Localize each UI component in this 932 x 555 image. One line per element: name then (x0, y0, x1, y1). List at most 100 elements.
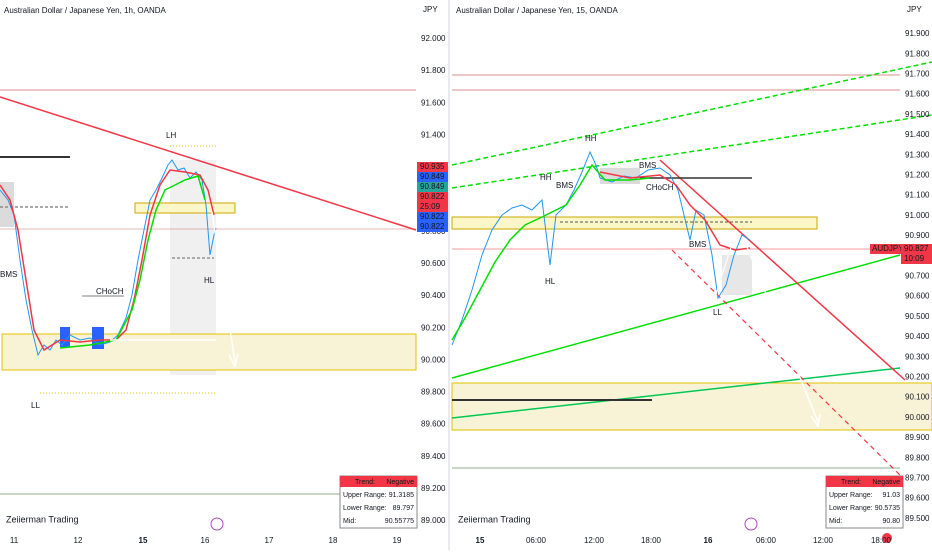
price-tag (417, 212, 448, 222)
price-tag (417, 192, 448, 212)
table-cell: 89.797 (393, 505, 415, 512)
price-label: 89.000 (421, 516, 446, 525)
countdown: 10:09 (904, 254, 925, 263)
time-label: 19 (393, 536, 402, 545)
annotation: BMS (689, 240, 706, 249)
annotation: BMS (0, 270, 17, 279)
time-label: 12 (74, 536, 83, 545)
price-label: 90.400 (905, 332, 930, 341)
time-label: 06:00 (526, 536, 547, 545)
price-label: 89.400 (421, 452, 446, 461)
chart-title: Australian Dollar / Japanese Yen, 15, OA… (456, 6, 619, 15)
table-header-cell: Negative (386, 479, 414, 486)
price-label: 91.900 (905, 29, 930, 38)
price-label: 89.500 (905, 514, 930, 523)
symbol-tag (870, 244, 901, 254)
price-label: 91.200 (905, 171, 930, 180)
price-tag-text: 90.822 (420, 222, 445, 231)
price-tag-text: 90.935 (420, 162, 445, 171)
annotation: HL (545, 277, 556, 286)
price-tag (417, 172, 448, 182)
annotation: HH (540, 173, 552, 182)
price-label: 90.200 (905, 373, 930, 382)
table-header-cell: Trend: (355, 479, 375, 486)
price-label: 90.100 (905, 393, 930, 402)
watermark: Zeiierman Trading (6, 514, 79, 524)
price-label: 90.200 (421, 323, 446, 332)
price-label: 90.900 (905, 231, 930, 240)
price-label: 91.800 (421, 66, 446, 75)
price-label: 90.500 (905, 312, 930, 321)
time-label: 15 (476, 536, 485, 545)
price-label: 89.700 (905, 474, 930, 483)
annotation: LH (166, 131, 176, 140)
time-label: 17 (265, 536, 274, 545)
price-label: 90.000 (905, 413, 930, 422)
annotation: LL (713, 308, 722, 317)
time-label: 18:00 (641, 536, 662, 545)
time-label: 16 (201, 536, 210, 545)
price-label: 89.900 (905, 433, 930, 442)
annotation: CHoCH (646, 183, 674, 192)
price-label: 90.000 (421, 355, 446, 364)
time-label: 16 (704, 536, 713, 545)
currency: JPY (907, 5, 922, 14)
table-cell: 91.03 (882, 492, 900, 499)
table-cell: Mid: (829, 518, 842, 525)
price-label: 90.400 (421, 291, 446, 300)
table-cell: Mid: (343, 518, 356, 525)
annotation: HL (204, 276, 215, 285)
annotation: BMS (556, 181, 573, 190)
price-label: 91.300 (905, 150, 930, 159)
time-label: 18 (329, 536, 338, 545)
price-tag (901, 244, 932, 264)
time-label: 18:00 (871, 536, 892, 545)
table-header (826, 476, 903, 487)
price-tag (417, 182, 448, 192)
time-label: 15 (139, 536, 148, 545)
table-cell: Upper Range: (343, 492, 387, 499)
table-cell: 90.80 (882, 518, 900, 525)
price-label: 90.300 (905, 352, 930, 361)
price-label: 91.800 (905, 49, 930, 58)
price-label: 91.600 (905, 90, 930, 99)
table-cell: 91.3185 (389, 492, 414, 499)
price-label: 91.700 (905, 70, 930, 79)
time-label: 11 (10, 536, 19, 545)
watermark: Zeiierman Trading (458, 514, 531, 524)
price-label: 89.200 (421, 484, 446, 493)
table-cell: Lower Range: (829, 505, 873, 512)
price-label: 90.700 (905, 272, 930, 281)
countdown: 25:09 (420, 202, 441, 211)
time-label: 12:00 (813, 536, 834, 545)
price-label: 90.600 (905, 292, 930, 301)
price-label: 89.600 (421, 420, 446, 429)
table-cell: Lower Range: (343, 505, 387, 512)
price-tag-text: 90.827 (904, 244, 929, 253)
price-label: 89.600 (905, 494, 930, 503)
price-label: 89.800 (421, 388, 446, 397)
annotation: LL (31, 401, 40, 410)
price-tag-text: 90.849 (420, 172, 445, 181)
time-label: 06:00 (756, 536, 777, 545)
price-label: 89.800 (905, 453, 930, 462)
table-header (340, 476, 417, 487)
table-cell: 90.5735 (875, 505, 900, 512)
table-cell: Upper Range: (829, 492, 873, 499)
annotation: BMS (639, 161, 656, 170)
time-label: 12:00 (584, 536, 605, 545)
price-label: 91.500 (905, 110, 930, 119)
price-label: 91.600 (421, 98, 446, 107)
price-tag-text: 90.849 (420, 182, 445, 191)
currency: JPY (423, 5, 438, 14)
price-tag-text: 90.822 (420, 192, 445, 201)
price-label: 92.000 (421, 34, 446, 43)
price-label: 90.600 (421, 259, 446, 268)
price-label: 91.100 (905, 191, 930, 200)
price-label: 91.400 (905, 130, 930, 139)
price-tag-text: 90.822 (420, 212, 445, 221)
annotation: HH (585, 134, 597, 143)
chart-title: Australian Dollar / Japanese Yen, 1h, OA… (4, 6, 167, 15)
table-cell: 90.55775 (385, 518, 414, 525)
